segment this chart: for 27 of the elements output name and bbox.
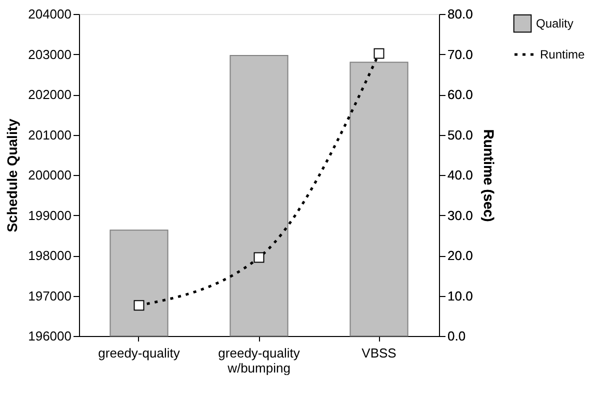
y-tick-label: 204000 — [28, 6, 72, 22]
y2-tick-label: 50.0 — [448, 127, 473, 142]
y-axis-title: Schedule Quality — [4, 118, 20, 232]
legend-label: Runtime — [540, 48, 586, 62]
y2-tick-label: 10.0 — [448, 288, 473, 304]
y2-tick-label: 80.0 — [448, 6, 473, 22]
y2-tick-label: 30.0 — [448, 208, 473, 223]
x-tick-label: greedy-quality w/bumping — [218, 346, 300, 376]
y-tick-label: 201000 — [28, 127, 72, 142]
y2-axis-title: Runtime (sec) — [480, 129, 497, 222]
point — [254, 252, 264, 263]
x-tick-label: greedy-quality — [98, 346, 180, 360]
y-tick-label: 203000 — [28, 46, 72, 62]
y2-tick-label: 20.0 — [448, 248, 473, 263]
point — [134, 300, 144, 311]
y-tick-label: 199000 — [28, 208, 72, 223]
x-tick-label: VBSS — [362, 346, 397, 360]
y2-tick-label: 40.0 — [448, 168, 473, 182]
y2-tick-label: 60.0 — [448, 87, 473, 102]
y2-tick-label: 0.0 — [448, 328, 466, 344]
y-tick-label: 196000 — [28, 328, 72, 344]
y-tick-label: 202000 — [28, 87, 72, 102]
y-tick-label: 200000 — [28, 168, 72, 182]
y-tick-label: 198000 — [28, 248, 72, 263]
legend-label: Quality — [536, 16, 574, 30]
y2-tick-label: 70.0 — [448, 46, 473, 62]
y-tick-label: 197000 — [28, 288, 72, 304]
